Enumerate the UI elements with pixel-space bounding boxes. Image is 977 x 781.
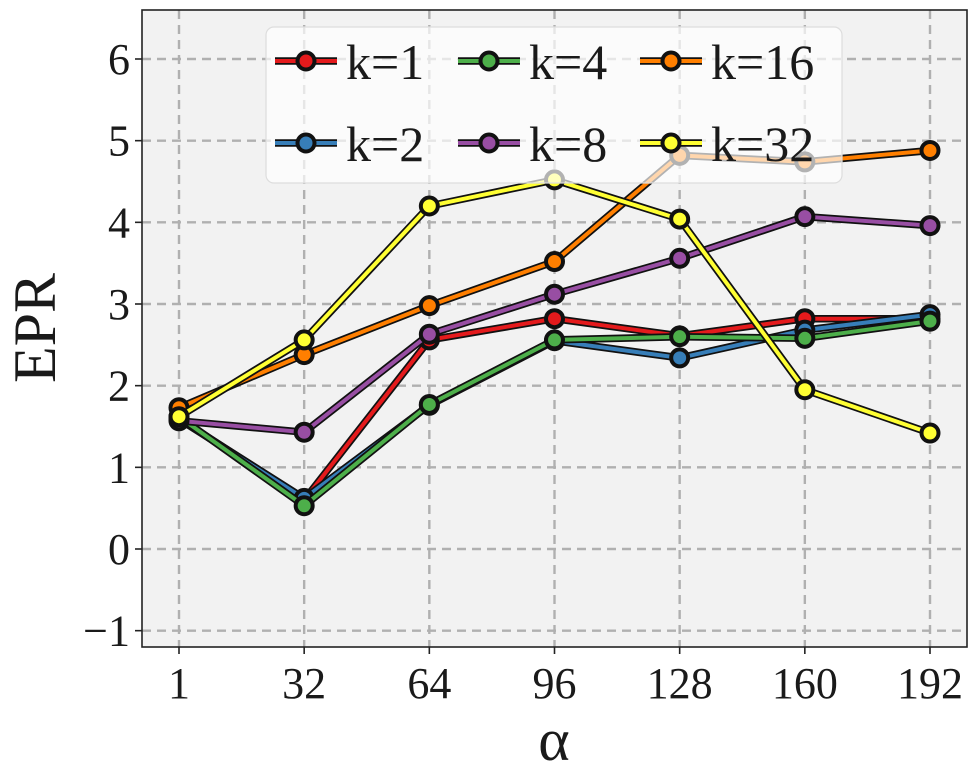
data-point (293, 495, 315, 517)
data-point (919, 422, 941, 444)
data-point (669, 326, 691, 348)
x-tick-label: 1 (168, 659, 190, 708)
series-k4-group (168, 310, 941, 517)
data-point (919, 215, 941, 237)
y-tick-label: −1 (83, 607, 130, 656)
data-point (418, 295, 440, 317)
data-point (418, 323, 440, 345)
data-point (794, 206, 816, 228)
legend-marker (660, 132, 682, 154)
x-tick-label: 32 (282, 659, 326, 708)
data-point (293, 329, 315, 351)
legend-item: k=4 (458, 34, 607, 90)
data-point (919, 139, 941, 161)
legend-item: k=2 (275, 116, 424, 172)
legend-item: k=8 (458, 116, 607, 172)
legend-marker (478, 132, 500, 154)
y-tick-label: 1 (108, 443, 130, 492)
legend-label: k=1 (346, 34, 424, 90)
data-point (418, 393, 440, 415)
legend-label: k=32 (711, 116, 814, 172)
data-point (544, 308, 565, 330)
y-tick-label: 6 (108, 35, 130, 84)
data-point (544, 329, 565, 351)
data-point (669, 247, 691, 269)
x-tick-label: 64 (407, 659, 451, 708)
data-point (544, 283, 565, 305)
legend-item: k=16 (640, 34, 814, 90)
data-point (168, 406, 190, 428)
y-tick-label: 3 (108, 280, 130, 329)
legend-label: k=4 (529, 34, 607, 90)
y-axis-label: EPR (2, 273, 68, 383)
data-point (544, 251, 565, 273)
legend-marker (478, 50, 500, 72)
data-point (669, 208, 691, 230)
y-tick-label: 4 (108, 198, 130, 247)
legend-item: k=32 (640, 116, 814, 172)
legend: k=1 k=4 k=16 k=2 k=8 k=32 (265, 26, 843, 184)
legend-marker (295, 132, 317, 154)
y-tick-label: 0 (108, 525, 130, 574)
y-tick-label: 2 (108, 362, 130, 411)
x-tick-label: 160 (772, 659, 838, 708)
legend-marker (660, 50, 682, 72)
data-point (919, 310, 941, 332)
x-axis-label: α (538, 707, 569, 773)
x-tick-label: 192 (897, 659, 963, 708)
x-tick-label: 128 (647, 659, 713, 708)
legend-item: k=1 (275, 34, 424, 90)
data-point (794, 327, 816, 349)
legend-label: k=16 (711, 34, 814, 90)
data-point (794, 379, 816, 401)
data-point (293, 421, 315, 443)
data-point (669, 347, 691, 369)
x-tick-label: 96 (533, 659, 577, 708)
legend-marker (295, 50, 317, 72)
legend-label: k=8 (529, 116, 607, 172)
legend-label: k=2 (346, 116, 424, 172)
y-tick-label: 5 (108, 117, 130, 166)
data-point (418, 195, 440, 217)
